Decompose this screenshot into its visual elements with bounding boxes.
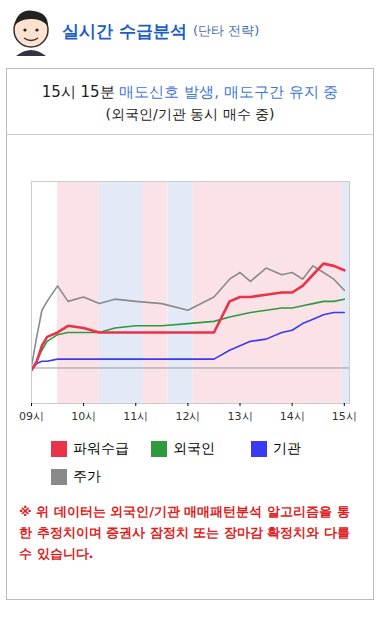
html-text:(외국인/기관 동시 매수 중): (외국인/기관 동시 매수 중) <box>105 106 275 122</box>
svg-text:09시: 09시 <box>19 410 44 423</box>
html-text:※ 위 데이터는 외국인/기관 매매패턴분석 알고리즘을 통: ※ 위 데이터는 외국인/기관 매매패턴분석 알고리즘을 통한 추정치이며 증권… <box>19 504 350 561</box>
svg-text:11시: 11시 <box>123 410 148 423</box>
html-text:15시 15분매도신호 발생, 매도구간 유지 중: 15시 15분매도신호 발생, 매도구간 유지 중 <box>41 83 339 101</box>
html-text:기관: 기관 <box>273 440 301 456</box>
svg-text:10시: 10시 <box>71 410 96 423</box>
svg-text:13시: 13시 <box>228 410 253 423</box>
html-text:파워수급: 파워수급 <box>73 440 129 456</box>
svg-text:15시: 15시 <box>332 410 357 423</box>
svg-text:12시: 12시 <box>175 410 200 423</box>
html-text:주가: 주가 <box>73 468 101 484</box>
html-text:실시간 수급분석 (단타 전략): 실시간 수급분석 (단타 전략) <box>62 20 260 41</box>
html-text:외국인: 외국인 <box>173 440 215 456</box>
svg-text:14시: 14시 <box>280 410 305 423</box>
